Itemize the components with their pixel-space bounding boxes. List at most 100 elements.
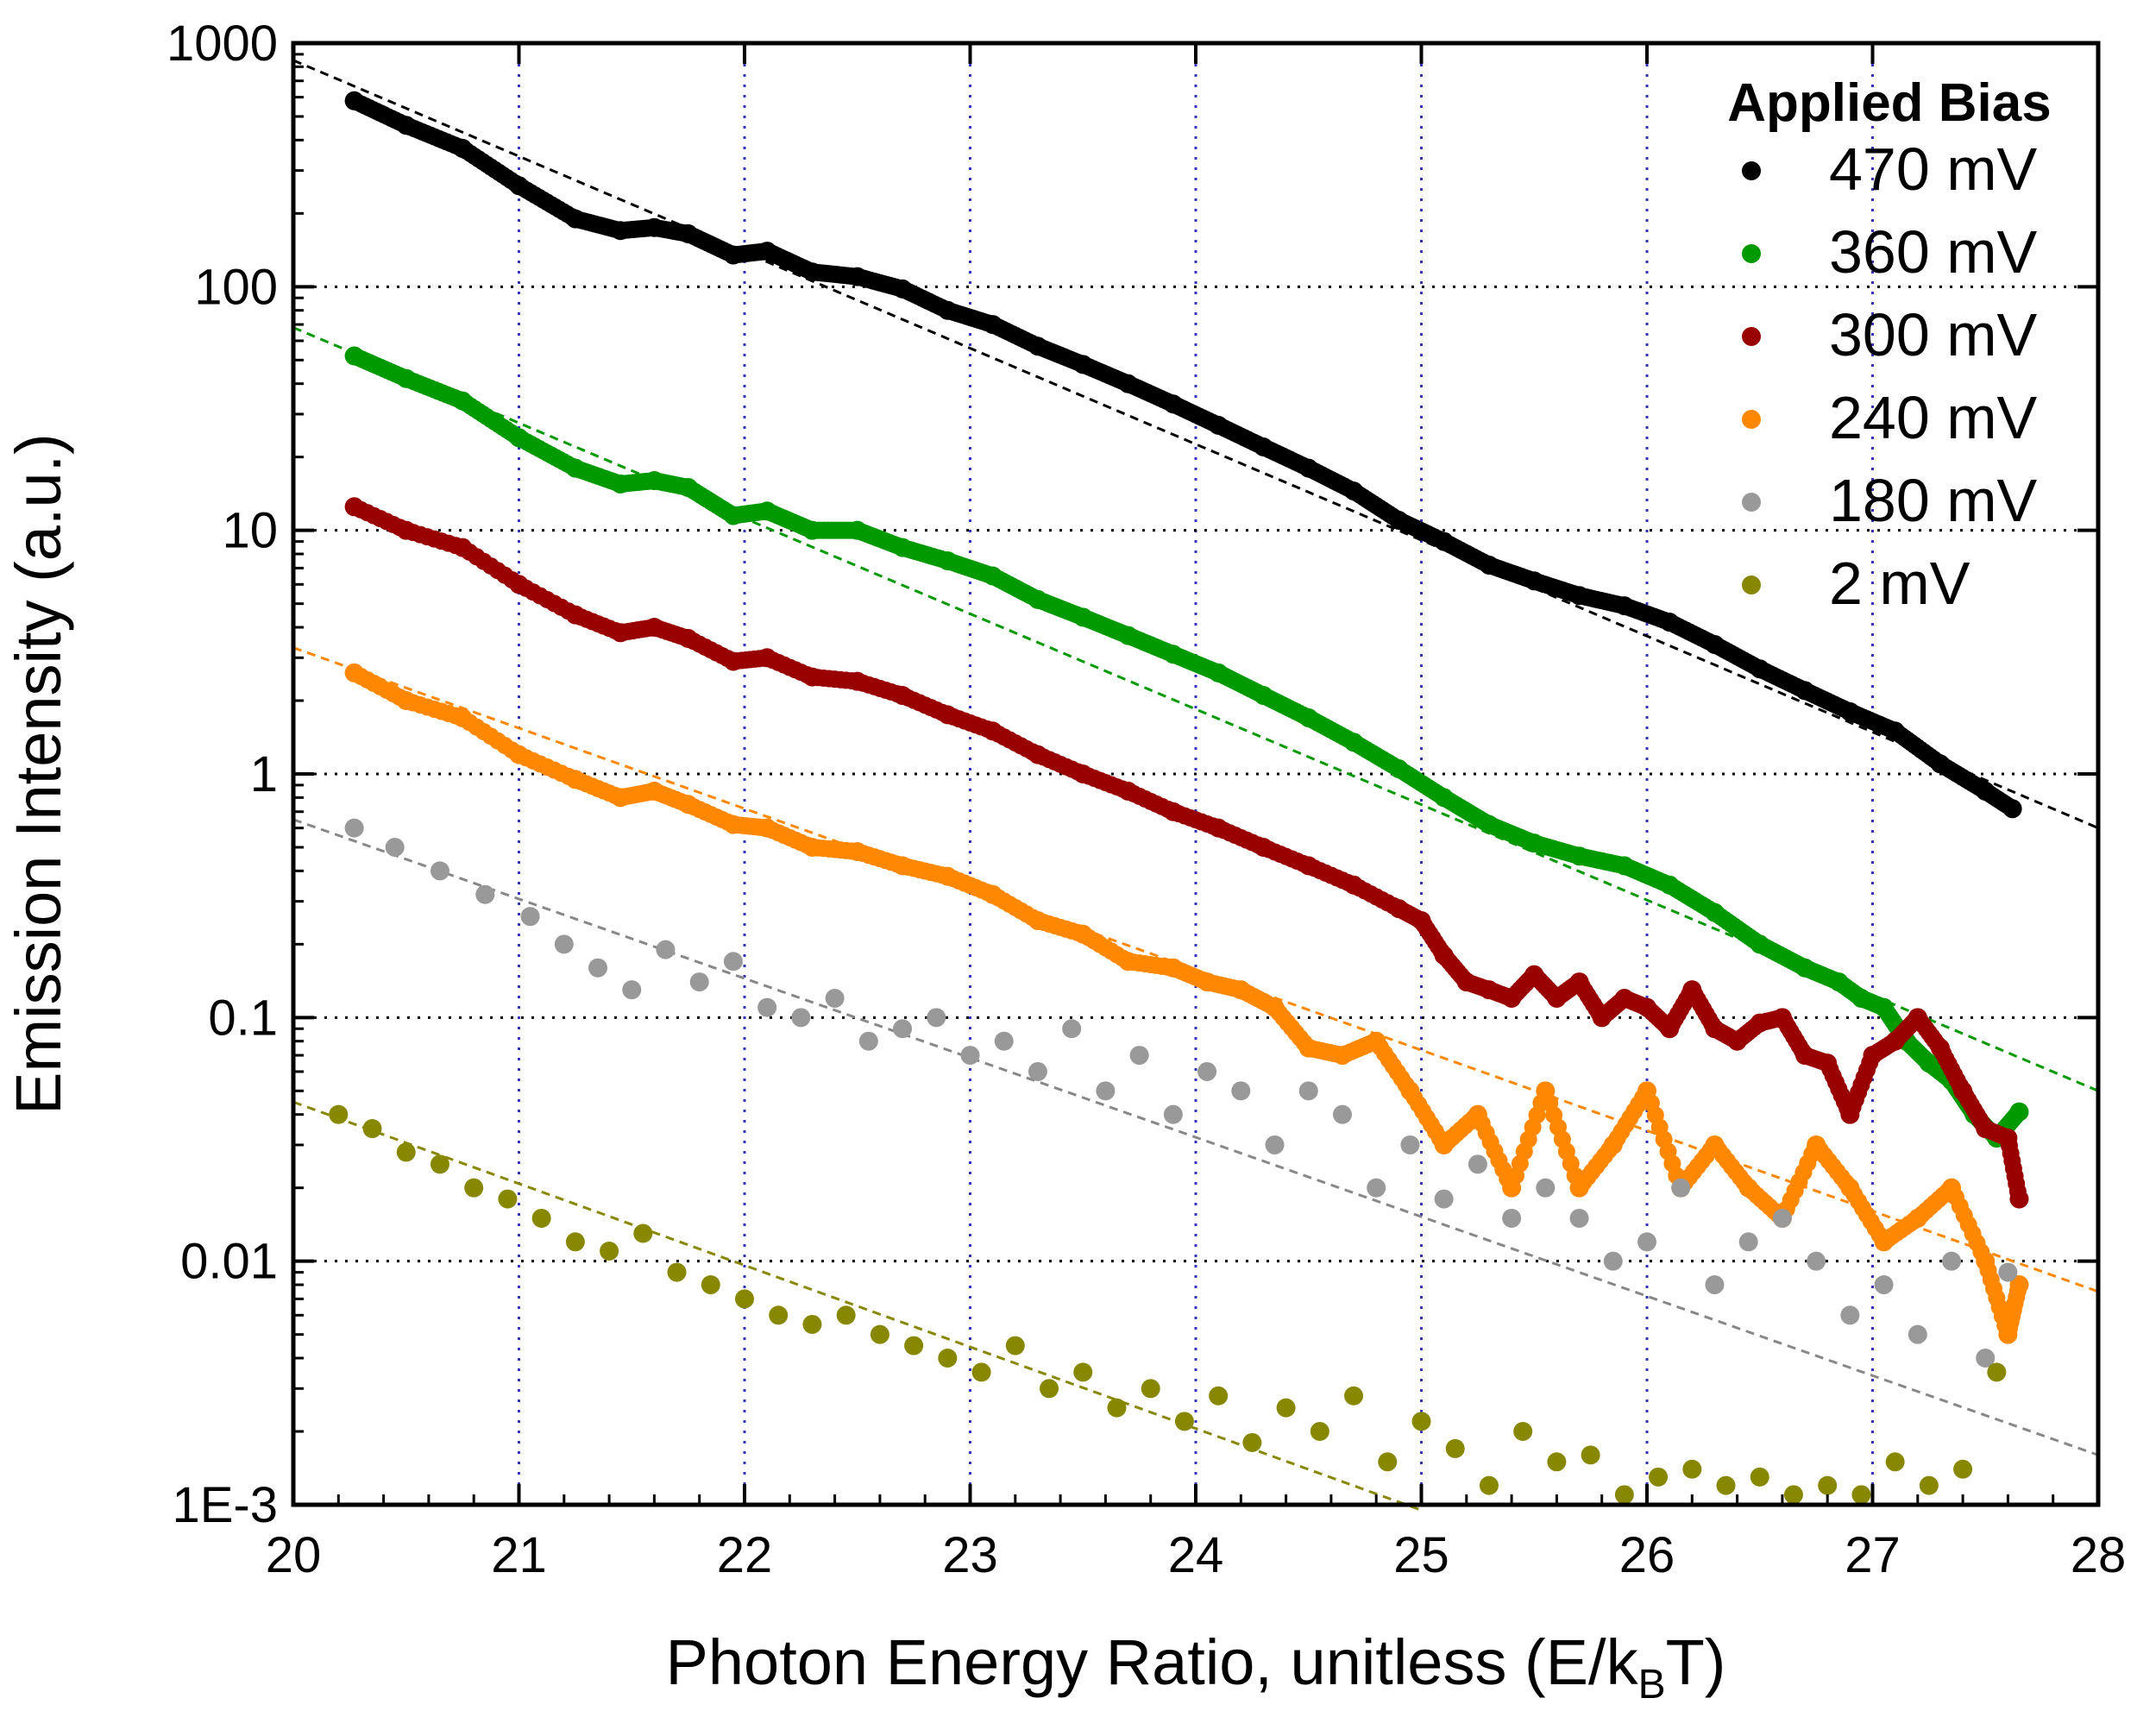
data-point	[960, 1046, 980, 1066]
data-point	[644, 781, 664, 801]
data-point	[1614, 856, 1634, 876]
data-point	[1434, 1189, 1454, 1209]
data-point	[1298, 1038, 1318, 1058]
data-point	[791, 1008, 811, 1028]
data-point	[1840, 701, 1860, 721]
data-point	[689, 972, 709, 992]
data-point	[1614, 1485, 1634, 1505]
data-point	[927, 1008, 946, 1028]
data-point	[1671, 1178, 1691, 1198]
data-point	[430, 1154, 449, 1174]
data-point	[1569, 586, 1589, 606]
data-point	[1209, 1386, 1229, 1406]
data-point	[1908, 1324, 1927, 1344]
data-point	[565, 1232, 585, 1252]
x-tick-labels: 20 21 22 23 24 25 26 27 28	[266, 1527, 2127, 1583]
series-points	[344, 663, 2029, 1344]
data-point	[1298, 1081, 1318, 1101]
data-point	[1795, 681, 1815, 701]
data-point	[1332, 1104, 1352, 1124]
data-point	[1434, 531, 1454, 551]
data-point	[611, 623, 631, 643]
data-point	[904, 1336, 924, 1355]
data-point	[520, 907, 540, 927]
data-point	[1863, 1046, 1882, 1066]
data-point	[1040, 1379, 1059, 1399]
legend-marker	[1742, 410, 1761, 429]
data-point	[1885, 721, 1905, 741]
data-point	[847, 267, 867, 286]
data-point	[938, 705, 958, 725]
data-point	[1242, 1432, 1262, 1452]
data-point	[344, 91, 364, 110]
data-point	[1942, 1178, 1962, 1198]
data-point	[1750, 659, 1769, 679]
data-point	[1614, 988, 1634, 1008]
data-point	[1344, 875, 1364, 895]
x-tick-label: 27	[1845, 1527, 1901, 1583]
data-point	[1976, 1349, 1996, 1368]
legend-label: 240 mV	[1829, 384, 2038, 451]
y-axis-title: Emission Intensity (a.u.)	[3, 433, 74, 1115]
data-point	[611, 221, 631, 241]
series-points	[344, 818, 2018, 1368]
data-point	[893, 686, 913, 706]
data-point	[1298, 856, 1318, 876]
data-point	[396, 1142, 416, 1162]
data-point	[1118, 952, 1138, 972]
series-points	[344, 497, 2029, 1209]
data-point	[757, 242, 777, 261]
data-point	[678, 628, 698, 648]
data-point	[757, 648, 777, 668]
y-tick-label: 1000	[167, 16, 278, 72]
data-point	[1456, 972, 1476, 992]
data-point	[430, 861, 449, 881]
legend-label: 2 mV	[1829, 550, 1970, 617]
data-point	[1502, 1208, 1522, 1228]
data-point	[1976, 1119, 1996, 1139]
data-point	[769, 1305, 789, 1325]
data-point	[1254, 437, 1273, 456]
data-point	[1389, 510, 1409, 530]
data-point	[1502, 1178, 1522, 1198]
data-point	[1367, 1031, 1386, 1051]
data-point	[802, 837, 822, 857]
data-point	[1298, 708, 1318, 727]
x-axis-title-subscript: B	[1638, 1662, 1666, 1708]
data-point	[1174, 1412, 1194, 1431]
data-point	[498, 1189, 518, 1209]
data-point	[1062, 1019, 1082, 1039]
data-point	[1705, 1019, 1725, 1039]
data-point	[1829, 972, 1849, 992]
data-point	[1874, 1275, 1894, 1295]
fit-line	[292, 1100, 1423, 1512]
data-point	[723, 245, 743, 265]
grid-layer	[293, 43, 2098, 1505]
data-point	[1547, 988, 1567, 1008]
data-point	[2009, 1102, 2029, 1122]
data-point	[1344, 1386, 1364, 1406]
data-point	[1637, 1081, 1656, 1101]
legend: Applied Bias 470 mV 360 mV 300 mV 240 mV 180…	[1727, 73, 2052, 617]
data-point	[1637, 997, 1656, 1017]
data-point	[1547, 1452, 1567, 1472]
data-point	[1073, 924, 1093, 944]
data-point	[802, 667, 822, 687]
data-point	[554, 934, 574, 954]
data-point	[385, 837, 405, 857]
data-point	[1998, 1262, 2018, 1282]
data-point	[1276, 1398, 1296, 1418]
legend-title: Applied Bias	[1727, 73, 2052, 133]
data-point	[509, 428, 529, 448]
x-tick-label: 21	[491, 1527, 547, 1583]
data-point	[1389, 759, 1409, 779]
data-point	[1603, 1135, 1623, 1154]
data-point	[1795, 958, 1815, 978]
data-point	[1750, 1467, 1769, 1487]
x-tick-label: 20	[266, 1527, 322, 1583]
data-point	[825, 988, 845, 1008]
data-point	[1468, 1104, 1487, 1124]
data-point	[1479, 1475, 1499, 1495]
data-point	[475, 884, 495, 904]
